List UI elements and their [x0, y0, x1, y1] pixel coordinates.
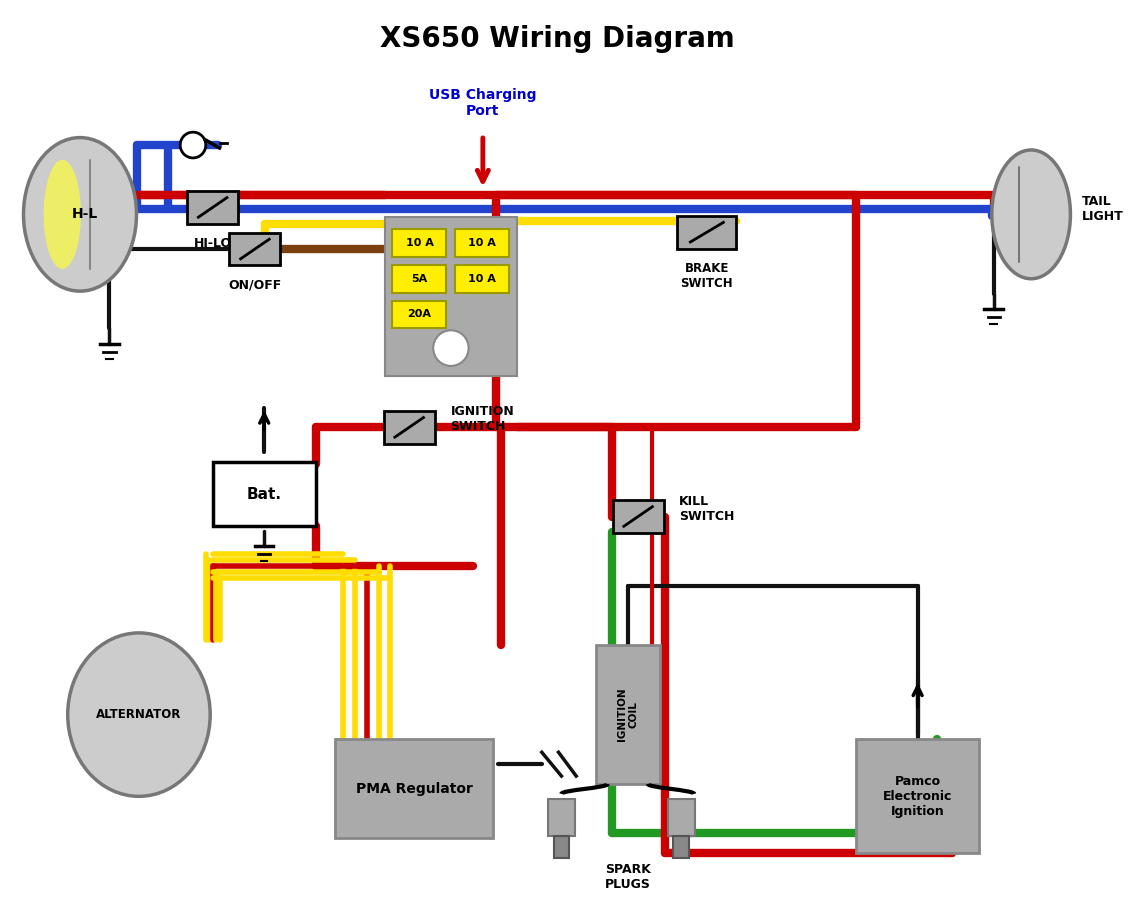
Text: BRAKE
SWITCH: BRAKE SWITCH: [680, 262, 734, 289]
Text: USB Charging
Port: USB Charging Port: [429, 88, 537, 119]
Text: 10 A: 10 A: [469, 274, 496, 284]
Text: H-L: H-L: [71, 208, 98, 221]
FancyBboxPatch shape: [856, 739, 979, 853]
Text: IGNITION
COIL: IGNITION COIL: [617, 688, 638, 742]
Text: Bat.: Bat.: [247, 486, 282, 502]
FancyBboxPatch shape: [393, 229, 446, 257]
Text: Pamco
Electronic
Ignition: Pamco Electronic Ignition: [883, 775, 952, 818]
FancyBboxPatch shape: [393, 265, 446, 293]
Ellipse shape: [44, 160, 82, 269]
Ellipse shape: [992, 150, 1071, 279]
Ellipse shape: [68, 633, 211, 797]
Text: TAIL
LIGHT: TAIL LIGHT: [1082, 195, 1124, 224]
FancyBboxPatch shape: [612, 500, 663, 533]
Circle shape: [180, 132, 206, 158]
FancyBboxPatch shape: [187, 191, 238, 224]
Text: KILL
SWITCH: KILL SWITCH: [679, 494, 735, 522]
Text: PMA Regulator: PMA Regulator: [355, 782, 472, 796]
FancyBboxPatch shape: [230, 233, 281, 265]
Text: 10 A: 10 A: [469, 238, 496, 248]
FancyBboxPatch shape: [595, 645, 660, 784]
FancyBboxPatch shape: [384, 411, 435, 444]
FancyBboxPatch shape: [455, 265, 509, 293]
Text: SPARK
PLUGS: SPARK PLUGS: [604, 863, 651, 891]
Text: IGNITION
SWITCH: IGNITION SWITCH: [451, 405, 514, 433]
FancyBboxPatch shape: [213, 462, 316, 527]
Text: XS650 Wiring Diagram: XS650 Wiring Diagram: [380, 25, 735, 53]
Text: HI-LO: HI-LO: [194, 237, 232, 250]
Text: ALTERNATOR: ALTERNATOR: [96, 708, 181, 721]
Text: 5A: 5A: [411, 274, 428, 284]
FancyBboxPatch shape: [385, 218, 517, 376]
Text: ON/OFF: ON/OFF: [229, 279, 282, 292]
FancyBboxPatch shape: [668, 799, 695, 836]
FancyBboxPatch shape: [335, 739, 492, 839]
FancyBboxPatch shape: [393, 300, 446, 328]
FancyBboxPatch shape: [455, 229, 509, 257]
Text: 10 A: 10 A: [405, 238, 434, 248]
FancyBboxPatch shape: [674, 836, 689, 859]
FancyBboxPatch shape: [554, 836, 569, 859]
FancyBboxPatch shape: [548, 799, 575, 836]
FancyBboxPatch shape: [677, 216, 736, 248]
Circle shape: [434, 330, 469, 366]
Text: 20A: 20A: [408, 309, 431, 319]
Ellipse shape: [24, 138, 137, 291]
